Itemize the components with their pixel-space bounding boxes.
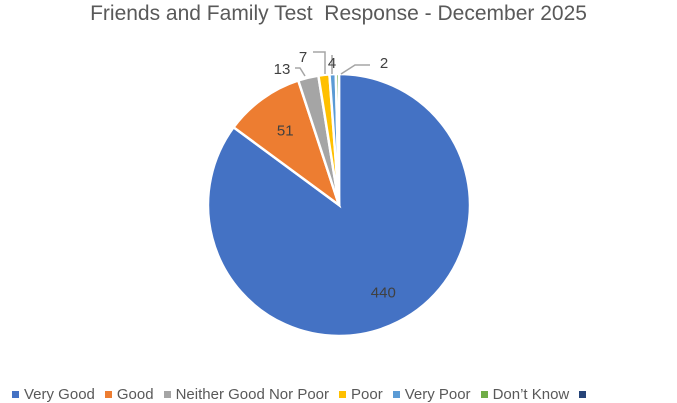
data-label: 7 bbox=[299, 49, 307, 66]
data-label: 51 bbox=[277, 123, 294, 140]
pie-slice-don-t-know bbox=[334, 72, 341, 206]
data-label: 13 bbox=[274, 61, 291, 78]
legend-label: Very Good bbox=[24, 386, 95, 403]
pie-slice-very-good bbox=[206, 72, 472, 338]
legend-swatch bbox=[104, 391, 112, 398]
data-label: 440 bbox=[371, 285, 396, 302]
chart-title: Friends and Family Test Response - Decem… bbox=[90, 2, 587, 25]
leader-line bbox=[313, 51, 326, 74]
legend-label: Very Poor bbox=[404, 386, 471, 403]
legend-swatch bbox=[12, 391, 19, 398]
leader-line bbox=[295, 67, 306, 77]
legend: Very Good Good Neither Good Nor Poor Poor Ve… bbox=[12, 386, 587, 403]
legend-swatch bbox=[163, 391, 171, 398]
legend-label: Neither Good Nor Poor bbox=[175, 386, 329, 403]
legend-label: Good bbox=[116, 386, 154, 403]
legend-item: Neither Good Nor Poor bbox=[163, 386, 329, 403]
legend-swatch bbox=[339, 391, 346, 398]
data-label: 2 bbox=[380, 55, 388, 72]
leader-line bbox=[340, 64, 370, 75]
legend-swatch bbox=[480, 391, 488, 398]
legend-item: Poor bbox=[339, 386, 383, 403]
legend-item: Very Poor bbox=[392, 386, 471, 403]
legend-item: Very Good bbox=[12, 386, 95, 403]
pie-slice-good bbox=[231, 78, 342, 209]
legend-label: Poor bbox=[351, 386, 383, 403]
legend-swatch bbox=[392, 391, 400, 398]
data-label: 4 bbox=[328, 55, 336, 72]
legend-item: Don’t Know bbox=[480, 386, 570, 403]
legend-swatch bbox=[579, 391, 587, 398]
legend-item: Good bbox=[104, 386, 154, 403]
legend-label: Don’t Know bbox=[492, 386, 570, 403]
